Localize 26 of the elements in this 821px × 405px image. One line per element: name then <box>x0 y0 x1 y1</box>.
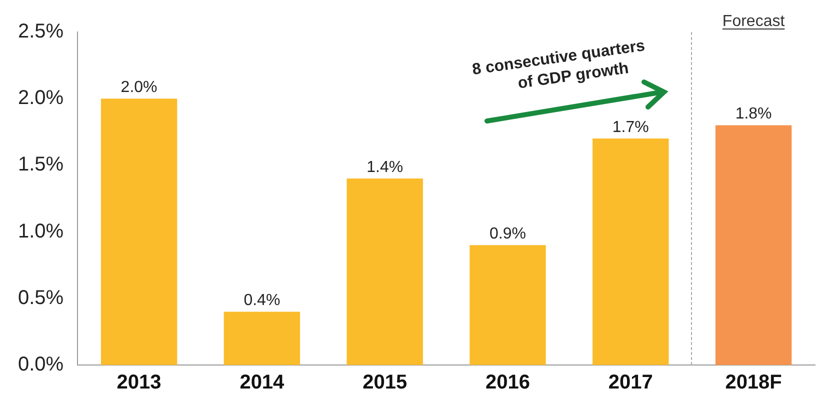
y-tick-label: 1.0% <box>18 220 64 242</box>
y-tick-label: 1.5% <box>18 154 64 176</box>
bar <box>346 178 423 365</box>
data-label: 1.4% <box>366 158 404 176</box>
bar <box>224 312 300 365</box>
x-tick-label: 2016 <box>485 372 530 394</box>
x-tick-label: 2015 <box>362 372 408 394</box>
x-tick-label: 2013 <box>116 372 162 394</box>
data-label: 1.8% <box>735 106 772 123</box>
y-tick-label: 0.5% <box>18 286 64 309</box>
y-tick-label: 0.0% <box>18 354 64 376</box>
bar <box>470 245 546 365</box>
x-tick-label: 2014 <box>240 372 286 394</box>
y-tick-label: 2.5% <box>18 20 64 43</box>
text: Forecast <box>722 13 786 30</box>
y-tick-label: 2.0% <box>18 87 64 110</box>
annotation: 8 consecutive quarters of GDP growth <box>471 37 646 92</box>
bar <box>715 125 792 365</box>
bar <box>100 98 178 365</box>
data-label: 0.9% <box>490 226 526 243</box>
x-tick-label: 2017 <box>608 372 653 394</box>
data-label: 1.7% <box>612 118 649 136</box>
bar <box>592 138 669 365</box>
x-tick-label: 2018F <box>725 372 782 394</box>
data-label: 2.0% <box>120 79 158 96</box>
data-label: 0.4% <box>244 292 280 310</box>
